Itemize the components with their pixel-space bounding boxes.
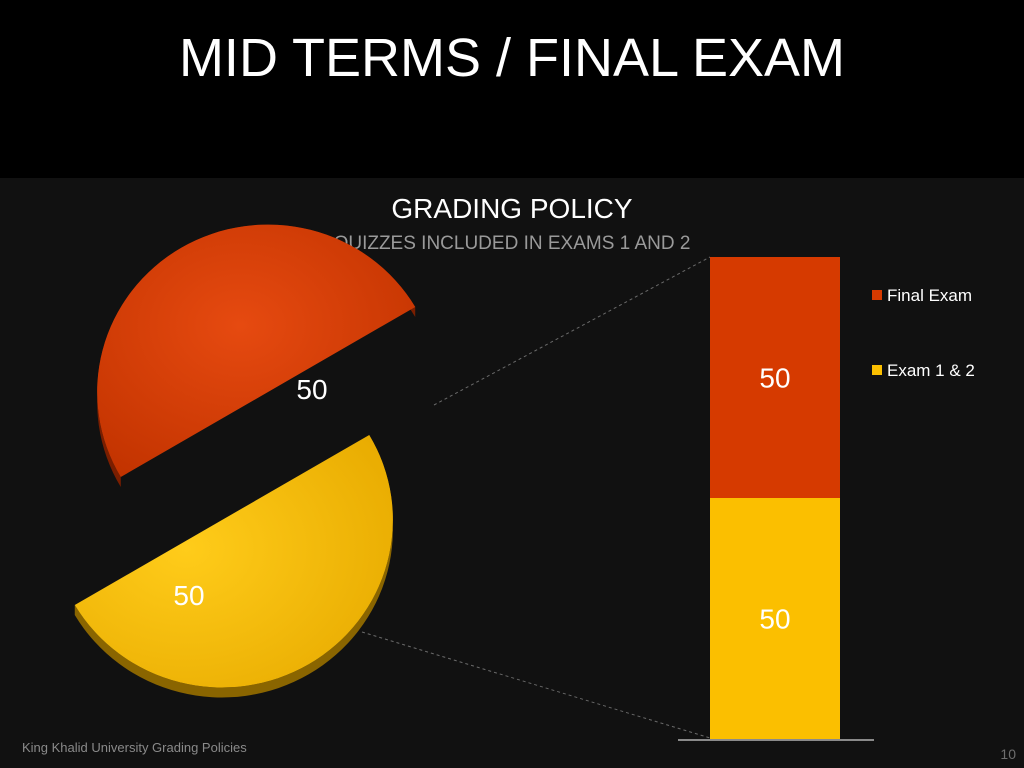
slide-title: MID TERMS / FINAL EXAM [178, 28, 846, 88]
pie-data-label: 50 [173, 580, 204, 611]
bar-segment [710, 257, 840, 498]
footer-text: King Khalid University Grading Policies [22, 740, 247, 755]
connector-line [361, 631, 711, 739]
bar-data-label: 50 [759, 363, 790, 394]
connector-line [433, 256, 711, 406]
bar-data-label: 50 [759, 604, 790, 635]
chart-subtitle: QUIZZES INCLUDED IN EXAMS 1 AND 2 [334, 233, 691, 254]
pie-slice [97, 224, 416, 477]
legend-swatch [872, 365, 882, 375]
legend-label: Exam 1 & 2 [887, 361, 975, 380]
title-bar: MID TERMS / FINAL EXAM [0, 0, 1024, 178]
pie-slice [74, 435, 393, 688]
chart-title: GRADING POLICY [391, 193, 632, 224]
legend-label: Final Exam [887, 286, 972, 305]
page-number: 10 [1000, 746, 1016, 762]
legend-swatch [872, 290, 882, 300]
pie-data-label: 50 [296, 374, 327, 405]
bar-segment [710, 498, 840, 739]
